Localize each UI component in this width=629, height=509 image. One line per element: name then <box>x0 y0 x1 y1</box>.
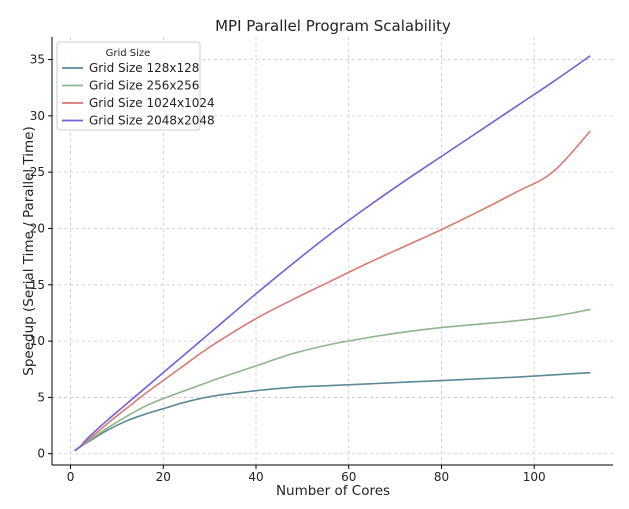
y-tick-label: 20 <box>30 221 45 235</box>
series-line-grid-size-256x256 <box>74 308 591 452</box>
y-tick-label: 30 <box>30 109 45 123</box>
x-tick-label: 40 <box>248 470 263 484</box>
x-tick-label: 20 <box>156 470 171 484</box>
legend-label-grid-size-128x128: Grid Size 128x128 <box>89 61 199 75</box>
x-axis-title: Number of Cores <box>276 483 390 499</box>
x-tick-label: 80 <box>434 470 449 484</box>
y-tick-label: 5 <box>37 390 45 404</box>
x-tick-label: 60 <box>341 470 356 484</box>
y-tick-label: 0 <box>37 447 45 461</box>
axes <box>51 37 613 466</box>
legend-title: Grid Size <box>106 48 151 59</box>
series <box>74 55 591 452</box>
x-tick-label: 0 <box>67 470 75 484</box>
y-tick-label: 35 <box>30 53 45 67</box>
series-line-grid-size-1024x1024 <box>74 130 591 452</box>
y-tick-label: 10 <box>30 334 45 348</box>
series-line-grid-size-2048x2048 <box>74 55 591 452</box>
legend-box <box>56 41 201 131</box>
legend-label-grid-size-2048x2048: Grid Size 2048x2048 <box>89 114 215 128</box>
grid <box>52 37 613 465</box>
y-tick-label: 15 <box>30 278 45 292</box>
legend-items: Grid Size 128x128 Grid Size 256x256 Grid S… <box>62 61 215 128</box>
ticks: 0 20 40 60 80 100 0 5 10 15 20 25 30 35 <box>30 53 546 484</box>
series-line-grid-size-128x128 <box>74 371 591 452</box>
legend-label-grid-size-256x256: Grid Size 256x256 <box>89 79 199 93</box>
y-axis-title: Speedup (Serial Time / Parallel Time) <box>21 126 37 375</box>
chart-title: MPI Parallel Program Scalability <box>215 17 451 35</box>
x-tick-label: 100 <box>523 470 546 484</box>
legend-label-grid-size-1024x1024: Grid Size 1024x1024 <box>89 96 215 110</box>
y-tick-label: 25 <box>30 165 45 179</box>
legend: Grid Size Grid Size 128x128 Grid Size 256… <box>56 41 215 131</box>
